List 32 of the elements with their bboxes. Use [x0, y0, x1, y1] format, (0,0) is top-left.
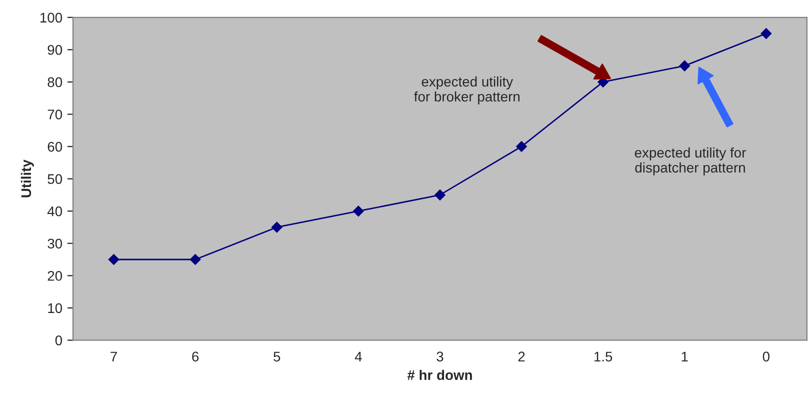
y-tick-label: 70 [48, 110, 62, 120]
x-tick-label: 1.5 [594, 352, 612, 362]
point [679, 60, 690, 72]
x-axis-title: # hr down [407, 370, 472, 380]
point [760, 28, 772, 39]
x-tick-label: 5 [274, 352, 280, 362]
x-tick-label: 7 [110, 352, 117, 362]
y-tick-label: 80 [48, 77, 62, 88]
y-axis-title: Utility [20, 160, 34, 198]
x-tick-label: 2 [518, 352, 525, 362]
point [190, 254, 201, 265]
point [271, 222, 282, 233]
point [352, 206, 364, 217]
x-tick-label: 0 [762, 352, 770, 362]
annotation: expected utility for broker pattern [414, 76, 520, 104]
y-tick-label: 50 [48, 174, 62, 184]
point [108, 254, 120, 265]
y-tick-label: 30 [48, 238, 62, 249]
point [434, 190, 446, 200]
y-tick-label: 20 [48, 270, 62, 281]
y-tick-label: 0 [55, 336, 62, 346]
x-tick-label: 3 [436, 352, 444, 362]
y-tick-label: 60 [48, 142, 62, 152]
x-tick-label: 6 [192, 352, 199, 362]
annotation: expected utility for dispatcher pattern [634, 147, 746, 176]
y-tick-label: 90 [48, 45, 62, 55]
x-tick-label: 1 [682, 352, 688, 362]
x-tick-label: 4 [354, 352, 362, 362]
y-tick-label: 100 [40, 12, 62, 23]
point [516, 141, 527, 152]
y-tick-label: 40 [47, 206, 62, 216]
y-tick-label: 10 [48, 303, 62, 314]
